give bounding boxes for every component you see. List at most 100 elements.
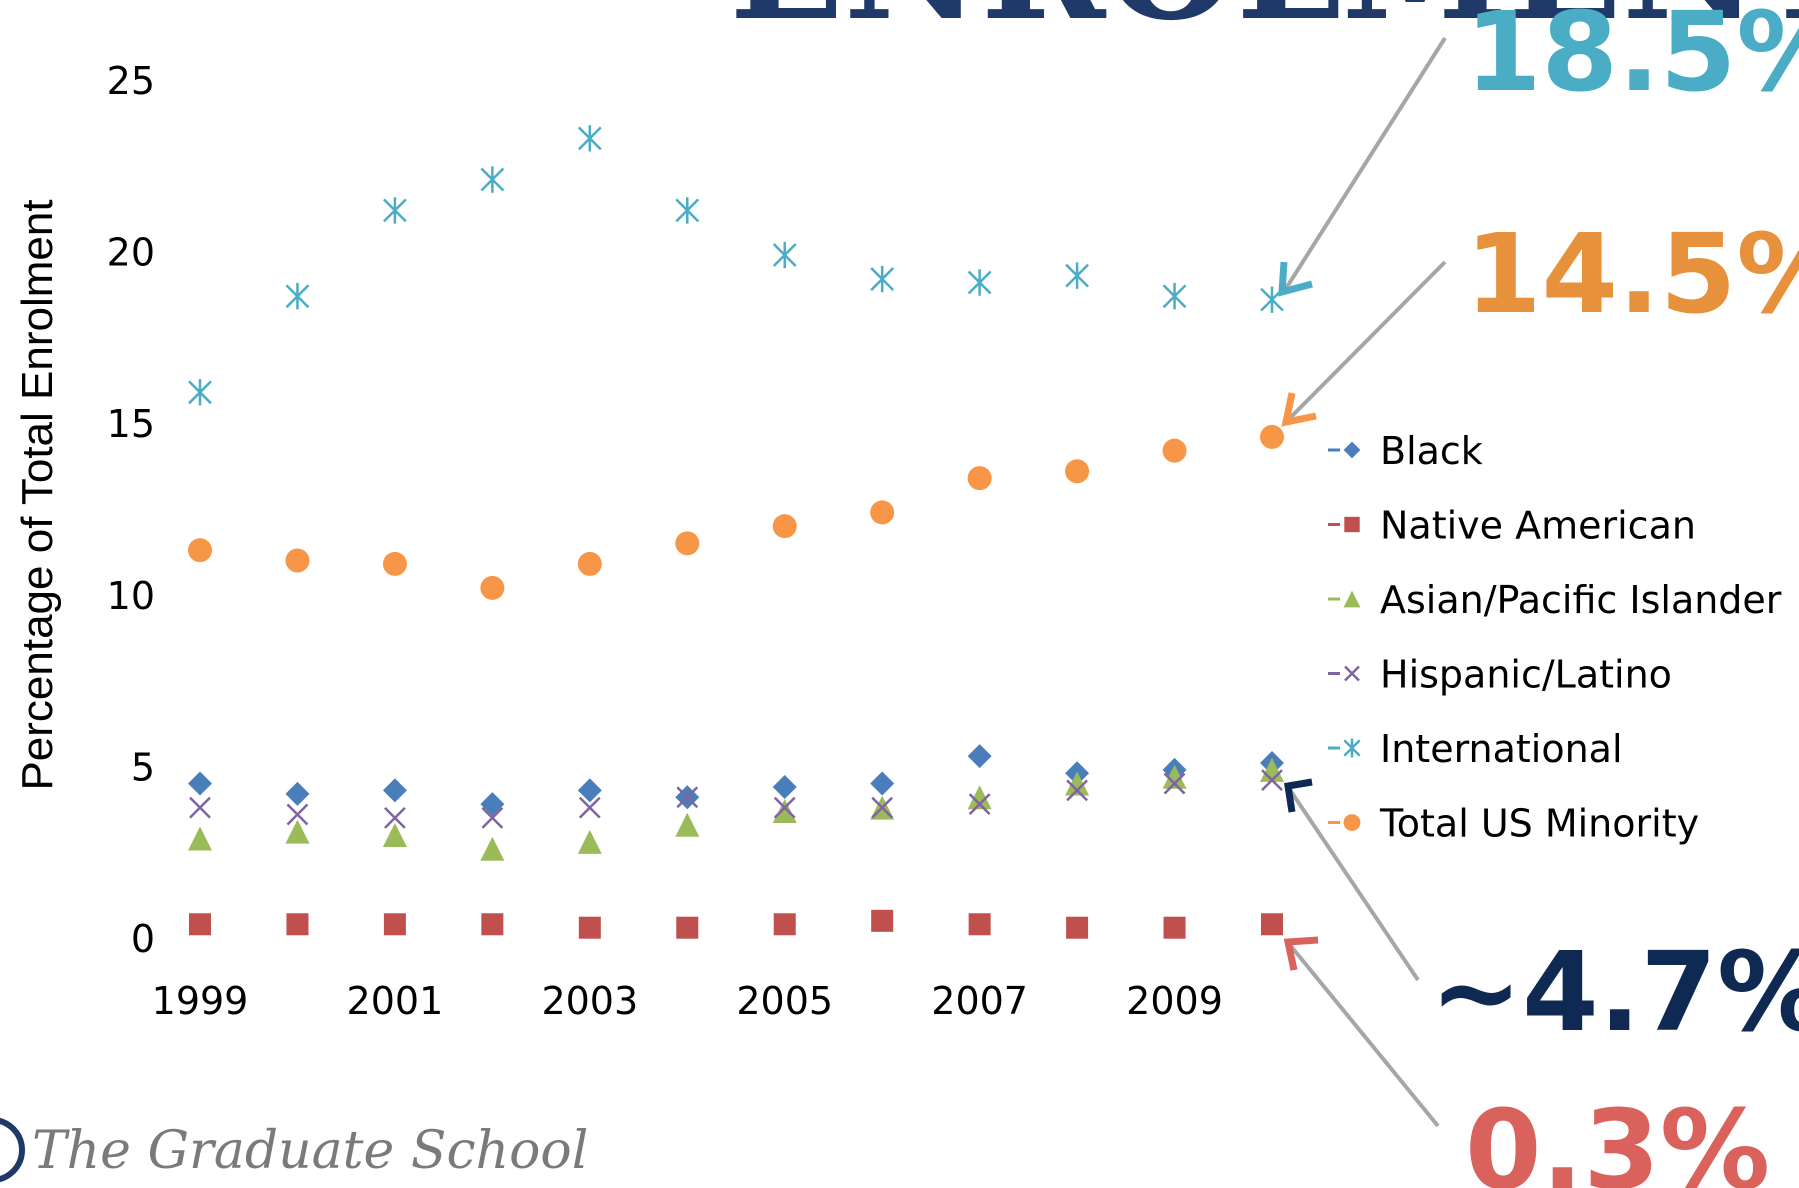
page-title: ENROLMENT — [729, 0, 1799, 54]
arrow-asian-hispanic — [1288, 788, 1420, 982]
data-point — [871, 796, 894, 819]
legend-label: Native American — [1380, 504, 1696, 548]
data-point — [285, 781, 310, 806]
data-point — [480, 836, 505, 861]
data-point — [188, 771, 212, 796]
legend: Black Native American Asian/Pacific Island… — [1328, 429, 1782, 846]
data-point — [1065, 262, 1089, 289]
data-point — [286, 803, 309, 826]
callout-asian-hispanic: ~4.7% — [1430, 928, 1799, 1056]
data-point — [772, 514, 797, 539]
data-point — [285, 548, 310, 573]
data-point — [1162, 283, 1187, 310]
data-point — [1066, 916, 1089, 939]
x-tick-label: 2009 — [1126, 979, 1223, 1023]
data-point — [480, 575, 505, 600]
legend-label: Asian/Pacific Islander — [1380, 578, 1782, 622]
data-point — [870, 265, 895, 293]
x-tick-label: 2003 — [541, 979, 638, 1023]
data-point — [676, 916, 699, 939]
callout-international: 18.5% — [1465, 0, 1799, 116]
x-axis-ticks: 1999 2001 2003 2005 2007 2009 — [152, 979, 1223, 1023]
data-point — [1163, 916, 1186, 939]
x-tick-label: 2005 — [736, 979, 833, 1023]
data-point — [480, 166, 505, 193]
data-point — [1163, 772, 1186, 795]
data-point — [383, 197, 407, 224]
data-point — [285, 283, 310, 310]
data-point — [675, 531, 700, 556]
data-point — [189, 913, 211, 936]
data-point — [675, 812, 700, 837]
seal-icon — [0, 1117, 25, 1183]
data-point — [967, 744, 992, 769]
data-points — [188, 125, 1284, 939]
x-tick-label: 2001 — [347, 979, 444, 1023]
callout-arrows — [1278, 36, 1447, 1128]
data-point — [871, 909, 894, 932]
data-point — [1260, 424, 1284, 449]
data-point — [870, 500, 895, 525]
legend-label: Hispanic/Latino — [1380, 653, 1672, 697]
data-point — [577, 829, 602, 854]
y-tick-label: 25 — [107, 59, 155, 103]
data-point — [382, 778, 407, 803]
callout-total-minority: 14.5% — [1465, 210, 1799, 338]
logo-text: The Graduate School — [32, 1121, 588, 1181]
data-point — [1065, 771, 1090, 796]
data-point — [772, 799, 797, 824]
data-point — [968, 793, 991, 816]
legend-label: International — [1380, 727, 1623, 771]
data-point — [577, 551, 602, 576]
y-axis-ticks: 0 5 10 15 20 25 — [107, 59, 155, 961]
x-tick-label: 1999 — [152, 979, 249, 1023]
data-point — [481, 913, 504, 936]
y-tick-label: 5 — [131, 745, 155, 789]
data-point — [480, 792, 505, 817]
data-point — [967, 269, 992, 296]
data-point — [967, 466, 992, 491]
data-point — [676, 786, 699, 809]
legend-marker — [1343, 441, 1361, 459]
data-point — [675, 197, 700, 224]
data-point — [773, 796, 796, 819]
data-point — [1162, 764, 1187, 789]
data-point — [578, 916, 601, 939]
arrow-total-minority — [1286, 260, 1447, 422]
data-point — [188, 538, 212, 563]
data-point — [772, 774, 797, 799]
data-point — [1162, 438, 1187, 463]
data-point — [481, 806, 504, 829]
data-point — [384, 806, 406, 829]
data-point — [382, 823, 407, 848]
data-point — [1065, 459, 1090, 484]
legend-marker — [1343, 738, 1361, 758]
data-point — [967, 785, 992, 810]
legend-marker — [1343, 590, 1361, 608]
legend-marker — [1343, 814, 1361, 831]
data-point — [1261, 913, 1283, 936]
data-point — [286, 913, 309, 936]
callout-native-american: 0.3% — [1465, 1086, 1770, 1188]
arrow-international — [1283, 36, 1447, 292]
data-point — [383, 913, 406, 936]
arrow-native-american — [1288, 943, 1440, 1128]
logo: The Graduate School — [0, 1117, 588, 1183]
data-point — [285, 819, 310, 844]
data-point — [189, 796, 211, 819]
x-tick-label: 2007 — [931, 979, 1028, 1023]
data-point — [1261, 769, 1283, 792]
legend-marker — [1344, 516, 1360, 533]
data-point — [577, 125, 602, 152]
data-point — [870, 771, 895, 796]
y-tick-label: 20 — [107, 231, 155, 275]
data-point — [968, 913, 991, 936]
y-axis-title: Percentage of Total Enrolment — [13, 199, 62, 790]
legend-marker — [1344, 665, 1360, 682]
y-tick-label: 10 — [107, 574, 155, 618]
data-point — [772, 241, 797, 269]
legend-label: Black — [1380, 429, 1483, 473]
data-point — [578, 796, 601, 819]
data-point — [188, 379, 212, 406]
